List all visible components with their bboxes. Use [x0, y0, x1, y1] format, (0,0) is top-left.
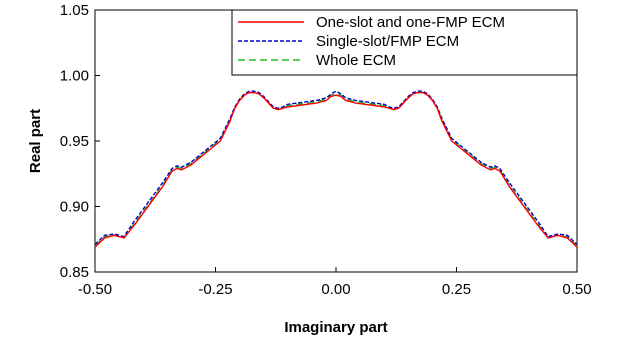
y-tick-label: 0.85: [60, 264, 89, 281]
legend-label-1: One-slot and one-FMP ECM: [316, 14, 505, 31]
x-tick-label: 0.50: [562, 281, 591, 298]
series-line-3: [94, 91, 578, 247]
x-tick-label: -0.50: [78, 281, 112, 298]
y-tick-label: 0.95: [60, 133, 89, 150]
series-line-2: [94, 90, 578, 245]
legend-box: [231, 9, 578, 76]
x-axis-label: Imaginary part: [284, 319, 387, 336]
series-line-1: [94, 91, 578, 248]
y-tick-label: 0.90: [60, 199, 89, 216]
series-lines: [94, 90, 578, 248]
y-tick-label: 1.05: [60, 2, 89, 19]
x-tick-label: -0.25: [198, 281, 232, 298]
legend-label-3: Whole ECM: [316, 52, 396, 69]
x-tick-label: 0.00: [321, 281, 350, 298]
axes: 0.85 0.90 0.95 1.00 1.05 -0.50 -0.25 0.00 0.25 0.…: [60, 2, 592, 298]
y-tick-label: 1.00: [60, 68, 89, 85]
legend: One-slot and one-FMP ECM Single-slot/FMP …: [231, 9, 578, 76]
y-axis-label: Real part: [27, 109, 44, 173]
legend-label-2: Single-slot/FMP ECM: [316, 33, 459, 50]
x-tick-label: 0.25: [442, 281, 471, 298]
